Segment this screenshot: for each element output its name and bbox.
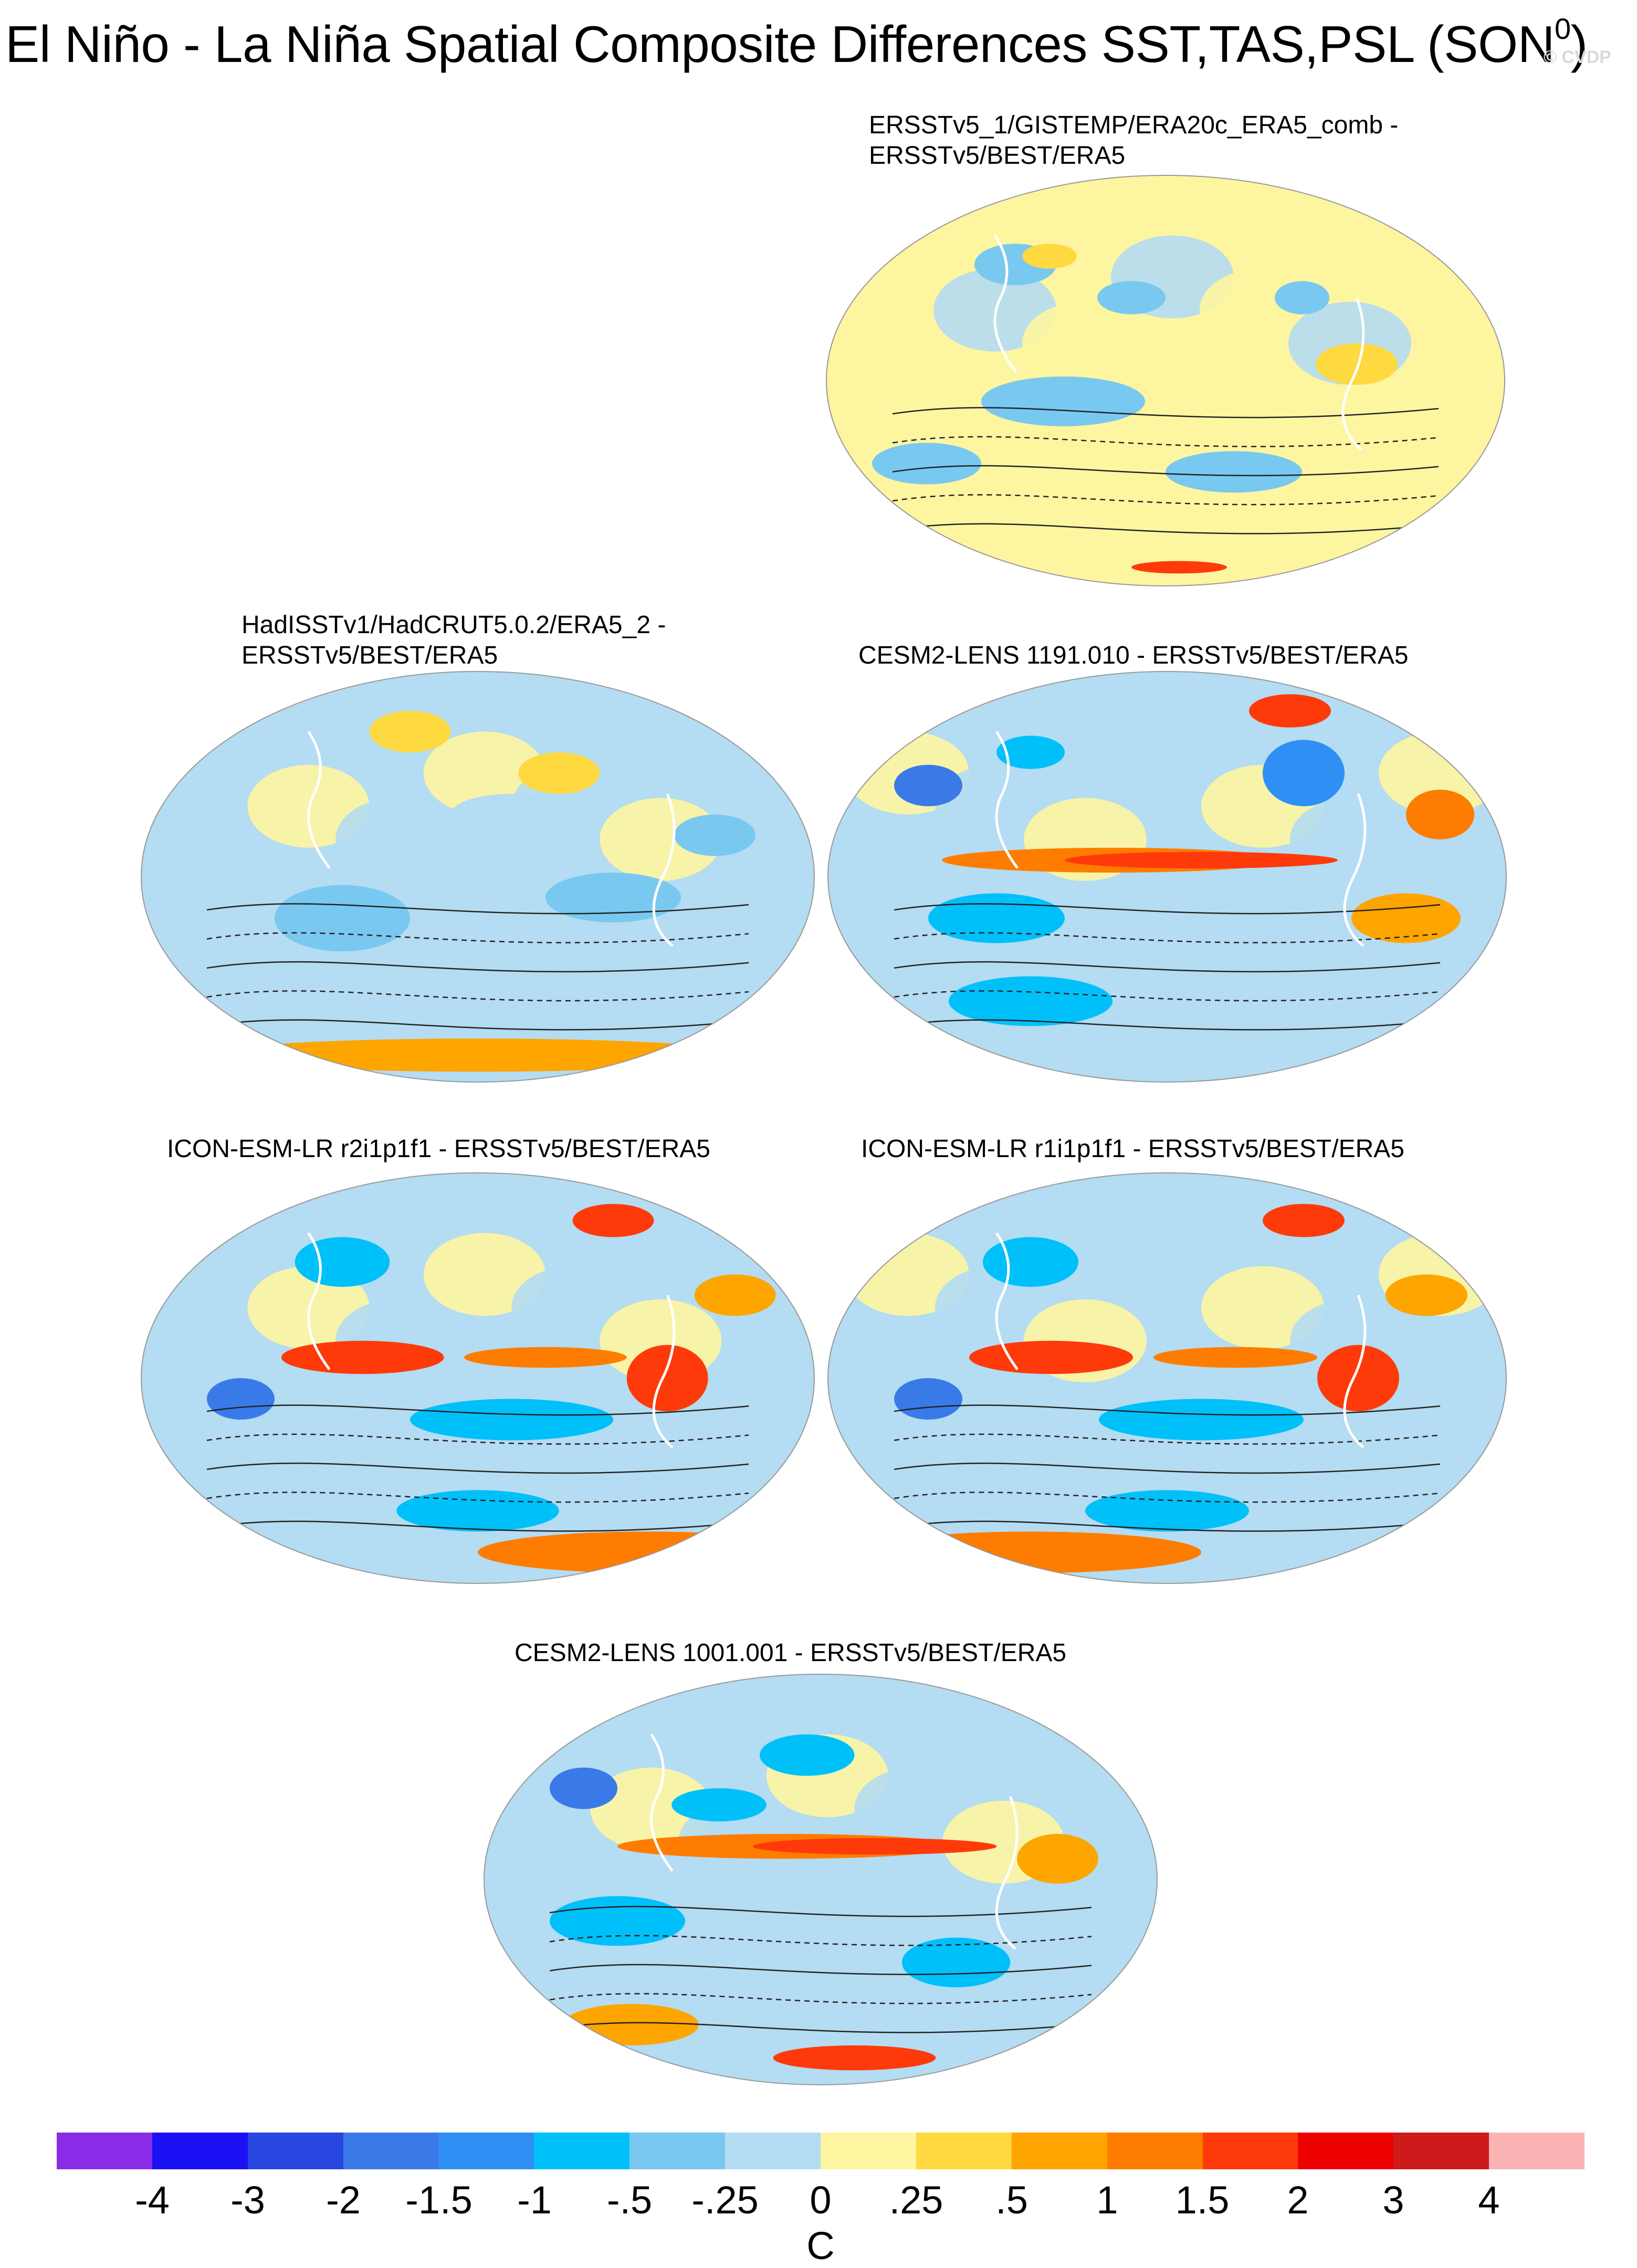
colorbar-swatch xyxy=(1489,2133,1584,2169)
colorbar-tick: -2 xyxy=(326,2178,361,2222)
colorbar-tick: -1 xyxy=(517,2178,552,2222)
panel-6-label: CESM2-LENS 1001.001 - ERSSTv5/BEST/ERA5 xyxy=(515,1639,1067,1667)
map-panel-3 xyxy=(827,671,1507,1083)
colorbar-tick: 1 xyxy=(1096,2178,1118,2222)
colorbar-tick: -3 xyxy=(230,2178,265,2222)
colorbar-swatch xyxy=(152,2133,248,2169)
panel-3-label: CESM2-LENS 1191.010 - ERSSTv5/BEST/ERA5 xyxy=(858,642,1409,669)
colorbar-swatch xyxy=(438,2133,534,2169)
colorbar-tick: .25 xyxy=(889,2178,943,2222)
map-field xyxy=(484,1674,1157,2085)
colorbar-tick: 3 xyxy=(1382,2178,1404,2222)
panel-5-label: ICON-ESM-LR r1i1p1f1 - ERSSTv5/BEST/ERA5 xyxy=(861,1135,1404,1163)
map-field xyxy=(141,671,814,1082)
colorbar-swatch xyxy=(57,2133,152,2169)
panel-2-label: HadISSTv1/HadCRUT5.0.2/ERA5_2 - ERSSTv5/B… xyxy=(242,611,666,669)
colorbar-swatch xyxy=(1393,2133,1489,2169)
colorbar-unit: C xyxy=(806,2224,835,2267)
colorbar-tick: 2 xyxy=(1287,2178,1309,2222)
map-panel-6 xyxy=(484,1674,1158,2085)
panel-1-label: ERSSTv5_1/GISTEMP/ERA20c_ERA5_comb - ERSS… xyxy=(869,111,1399,170)
colorbar-tick: .5 xyxy=(995,2178,1028,2222)
panel-4-label: ICON-ESM-LR r2i1p1f1 - ERSSTv5/BEST/ERA5 xyxy=(167,1135,710,1163)
map-field xyxy=(141,1173,814,1583)
colorbar-tick: -1.5 xyxy=(405,2178,473,2222)
map-panel-1 xyxy=(826,175,1505,586)
colorbar-swatch xyxy=(343,2133,439,2169)
colorbar-swatch xyxy=(1011,2133,1107,2169)
colorbar-swatch xyxy=(534,2133,630,2169)
map-panel-2 xyxy=(141,671,815,1083)
colorbar-tick: -.25 xyxy=(691,2178,759,2222)
colorbar xyxy=(57,2133,1584,2169)
colorbar-swatch xyxy=(1107,2133,1203,2169)
cvdp-watermark: © CVDP xyxy=(1544,47,1611,67)
colorbar-swatch xyxy=(1298,2133,1394,2169)
colorbar-tick: 1.5 xyxy=(1175,2178,1230,2222)
colorbar-swatch xyxy=(629,2133,726,2169)
map-panel-5 xyxy=(827,1172,1507,1584)
colorbar-tick: -.5 xyxy=(606,2178,653,2222)
colorbar-swatch xyxy=(247,2133,343,2169)
colorbar-swatch xyxy=(821,2133,916,2169)
colorbar-swatch xyxy=(725,2133,821,2169)
colorbar-tick: 0 xyxy=(810,2178,832,2222)
figure-title: El Niño - La Niña Spatial Composite Diff… xyxy=(5,12,1588,73)
map-panel-4 xyxy=(141,1172,815,1584)
colorbar-swatch xyxy=(916,2133,1012,2169)
title-superscript: 0 xyxy=(1554,12,1571,45)
colorbar-swatch xyxy=(1202,2133,1298,2169)
colorbar-tick: -4 xyxy=(135,2178,170,2222)
colorbar-tick: 4 xyxy=(1478,2178,1500,2222)
